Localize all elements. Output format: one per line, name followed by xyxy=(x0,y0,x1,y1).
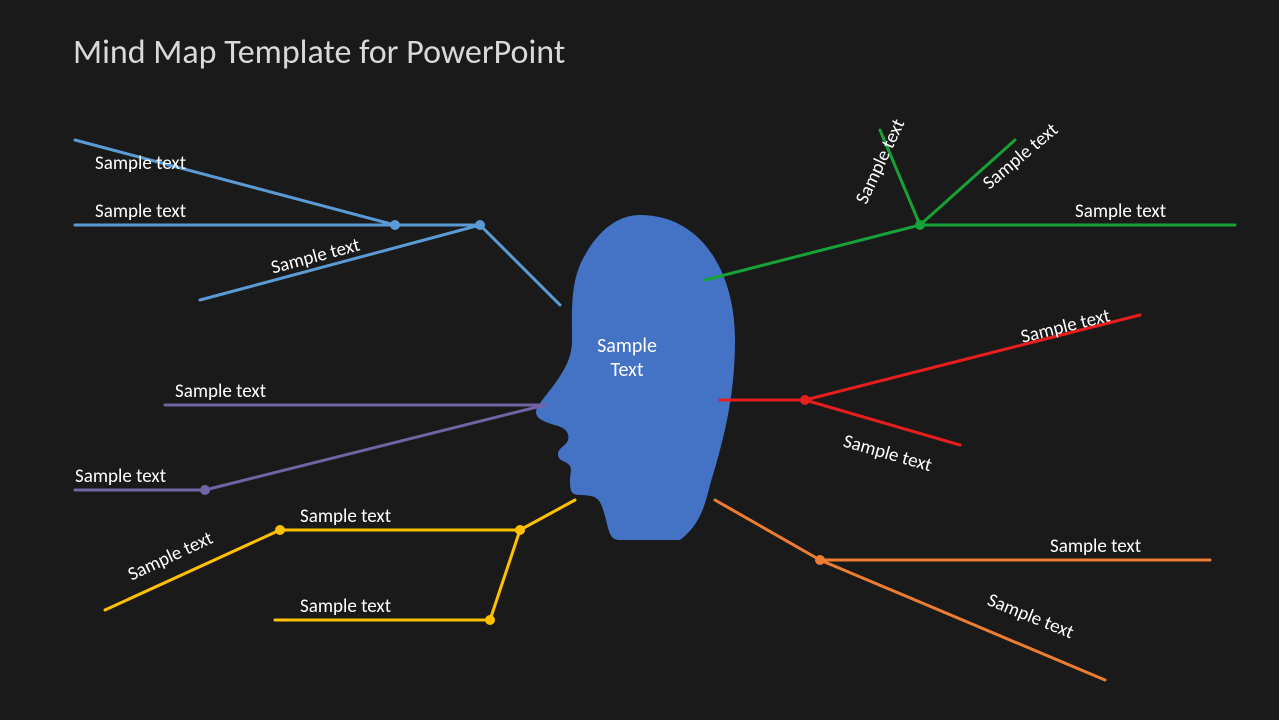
branch-node-purple xyxy=(200,485,210,495)
branch-line-blue xyxy=(480,225,560,305)
branch-label-yellow-1: Sample text xyxy=(300,595,391,618)
branch-label-green-0: Sample text xyxy=(1075,200,1166,223)
branch-node-green xyxy=(915,220,925,230)
branch-node-yellow xyxy=(515,525,525,535)
branch-node-yellow xyxy=(275,525,285,535)
branch-line-orange xyxy=(715,500,820,560)
branch-node-blue xyxy=(390,220,400,230)
branch-line-purple xyxy=(205,405,545,490)
branch-label-orange-0: Sample text xyxy=(1050,535,1141,558)
branch-line-red xyxy=(805,400,960,445)
branch-label-purple-1: Sample text xyxy=(75,465,166,488)
branch-label-blue-0: Sample text xyxy=(95,152,186,175)
branch-line-yellow xyxy=(520,500,575,530)
branch-line-yellow xyxy=(490,530,520,620)
branch-label-purple-0: Sample text xyxy=(175,380,266,403)
branch-node-blue xyxy=(475,220,485,230)
branch-node-red xyxy=(800,395,810,405)
branch-line-blue xyxy=(200,225,480,300)
branch-node-yellow xyxy=(485,615,495,625)
branch-label-yellow-0: Sample text xyxy=(300,505,391,528)
head-center-label: Sample Text xyxy=(597,334,657,382)
branch-line-green xyxy=(705,225,920,280)
branch-node-orange xyxy=(815,555,825,565)
mindmap-stage: Mind Map Template for PowerPoint Sample … xyxy=(0,0,1279,720)
branch-label-blue-1: Sample text xyxy=(95,200,186,223)
